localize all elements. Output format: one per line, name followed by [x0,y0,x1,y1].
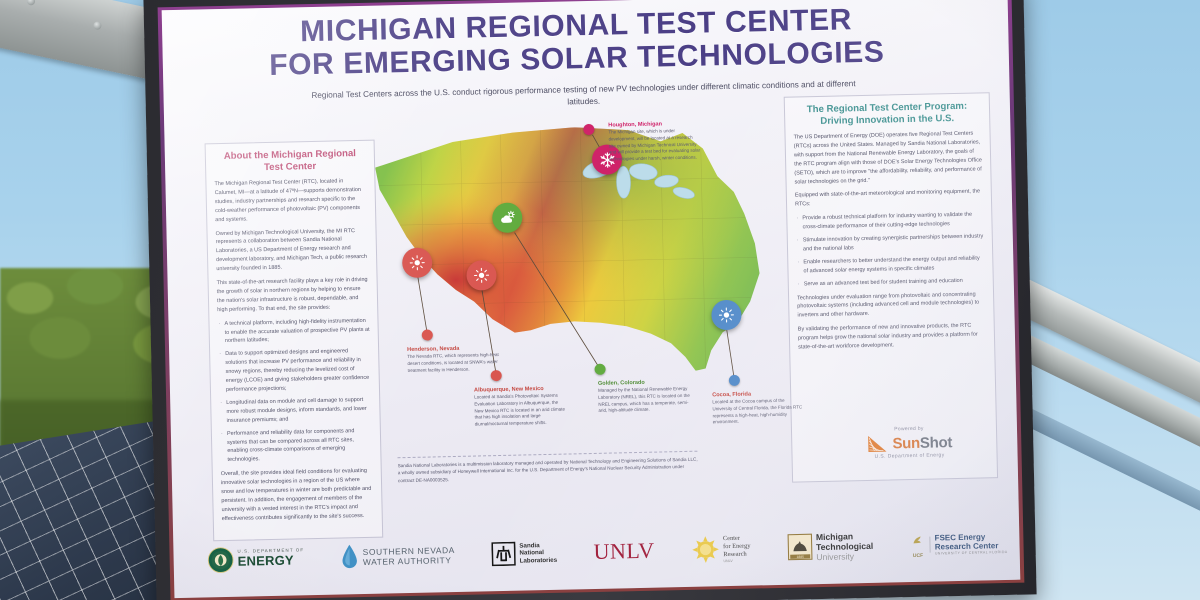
ucf-mark: UCF [912,552,924,559]
sign-title: MICHIGAN REGIONAL TEST CENTER FOR EMERGI… [216,3,937,82]
sandia-line-3: Laboratories [519,556,558,565]
logo-michigan-technological-university: 1885 Michigan Technological University [787,531,874,563]
logo-unlv: UNLV [593,538,655,565]
doe-seal-icon [207,547,234,573]
about-panel-heading: About the Michigan Regional Test Center [223,148,357,174]
program-bullet: Serve as an advanced test bed for studen… [804,276,985,289]
logo-center-for-energy-research: Center for Energy Research UNLV [691,534,751,564]
sun-icon [409,255,425,271]
logo-divider [929,536,931,553]
program-bullet: Stimulate innovation by creating synergi… [803,232,984,254]
sandia-thunderbird-icon [491,541,516,567]
ucf-pegasus-icon [913,536,922,543]
callout-albuquerque-new-mexico: Albuquerque, New Mexico Located at Sandi… [474,386,567,429]
snowflake-icon [599,151,615,168]
mtu-line-3: University [816,551,855,563]
about-paragraph: Owned by Michigan Technological Universi… [215,227,368,273]
logo-southern-nevada-water-authority: SOUTHERN NEVADA WATER AUTHORITY [341,541,456,571]
sunburst-icon [691,536,719,563]
husky-crest-icon: 1885 [787,534,813,561]
about-bullet: Longitudinal data on module and cell dam… [226,396,372,426]
crest-year: 1885 [796,555,804,559]
interpretive-sign: MICHIGAN REGIONAL TEST CENTER FOR EMERGI… [143,0,1037,600]
cer-sub-label: UNLV [723,559,733,564]
callout-body: Located at the Cocoa campus of the Unive… [712,397,803,425]
program-bullet: Enable researchers to better understand … [803,254,984,276]
callout-body: Located at Sandia's Photovoltaic Systems… [474,392,565,427]
logo-sandia-national-laboratories: Sandia National Laboratories [491,541,558,567]
callout-golden-colorado: Golden, Colorado Managed by the National… [598,379,691,415]
marker-golden-colorado[interactable] [491,202,523,234]
logo-fsec-energy-research-center: UCF FSEC Energy Research Center UNIVERSI… [909,529,1008,559]
callout-houghton-michigan: Houghton, Michigan The Michigan site, wh… [608,121,701,164]
mtu-line-2: Technological [815,540,874,553]
cer-line-3: Research [723,550,747,559]
program-closing-paragraph: Technologies under evaluation range from… [797,291,980,319]
water-drop-icon [342,544,358,569]
sunshot-wordmark: SunShot [843,431,975,454]
fsec-sub-label: UNIVERSITY OF CENTRAL FLORIDA [934,549,1008,556]
marker-houghton-michigan[interactable] [591,144,623,175]
sunshot-rays-icon [868,435,887,452]
sunshot-logo: Powered by SunShot U.S. Department of En… [843,425,976,461]
about-paragraph: The Michigan Regional Test Center (RTC),… [214,178,362,223]
about-bullet: Performance and reliability data for com… [227,426,373,465]
unlv-wordmark: UNLV [593,537,655,564]
sun-icon [718,307,734,323]
about-bullet: Data to support optimized designs and en… [225,347,371,395]
about-michigan-panel: About the Michigan Regional Test Center … [204,139,384,542]
snwa-line-2: WATER AUTHORITY [362,555,452,568]
sandia-disclaimer: Sandia National Laboratories is a multim… [397,450,698,485]
sign-subtitle: Regional Test Centers across the U.S. co… [311,79,856,107]
sign-board: MICHIGAN REGIONAL TEST CENTER FOR EMERGI… [161,0,1021,599]
callout-cocoa-florida: Cocoa, Florida Located at the Cocoa camp… [712,390,805,426]
program-paragraph: The US Department of Energy (DOE) operat… [793,130,983,186]
sun-cloud-icon [501,210,515,223]
marker-henderson-nevada[interactable] [401,247,433,279]
about-bullet-list: A technical platform, including high-fid… [217,316,372,465]
us-solar-irradiance-map: Houghton, Michigan The Michigan site, wh… [360,117,802,429]
program-bullet-list: Provide a robust technical platform for … [795,211,985,289]
about-bullet: A technical platform, including high-fid… [224,316,370,346]
logo-doe: U.S. DEPARTMENT OF ENERGY [207,545,304,573]
sun-icon [473,267,490,283]
callout-henderson-nevada: Henderson, Nevada The Nevada RTC, which … [407,345,500,374]
sunshot-sun: Sun [892,434,921,453]
sunshot-shot: Shot [919,434,953,452]
callout-body: The Nevada RTC, which represents high-he… [407,352,499,373]
us-map-svg [374,123,762,378]
program-closing-paragraph: By validating the performance of new and… [797,322,978,351]
callout-body: The Michigan site, which is under develo… [608,128,701,162]
program-bullet: Provide a robust technical platform for … [802,211,983,233]
callout-body: Managed by the National Renewable Energy… [598,385,690,414]
marker-albuquerque-new-mexico[interactable] [466,260,497,291]
program-paragraph: Equipped with state-of-the-art meteorolo… [794,188,981,208]
callout-connector-lines [417,134,735,376]
marker-cocoa-florida[interactable] [711,299,742,331]
sponsor-logo-bar: U.S. DEPARTMENT OF ENERGY SOUTHERN NEVAD… [207,512,1008,591]
about-closing-paragraph: Overall, the site provides ideal field c… [220,468,372,522]
doe-large-label: ENERGY [237,552,294,569]
program-panel-heading: The Regional Test Center Program: Drivin… [806,100,968,127]
about-paragraph: This state-of-the-art research facility … [216,276,368,313]
